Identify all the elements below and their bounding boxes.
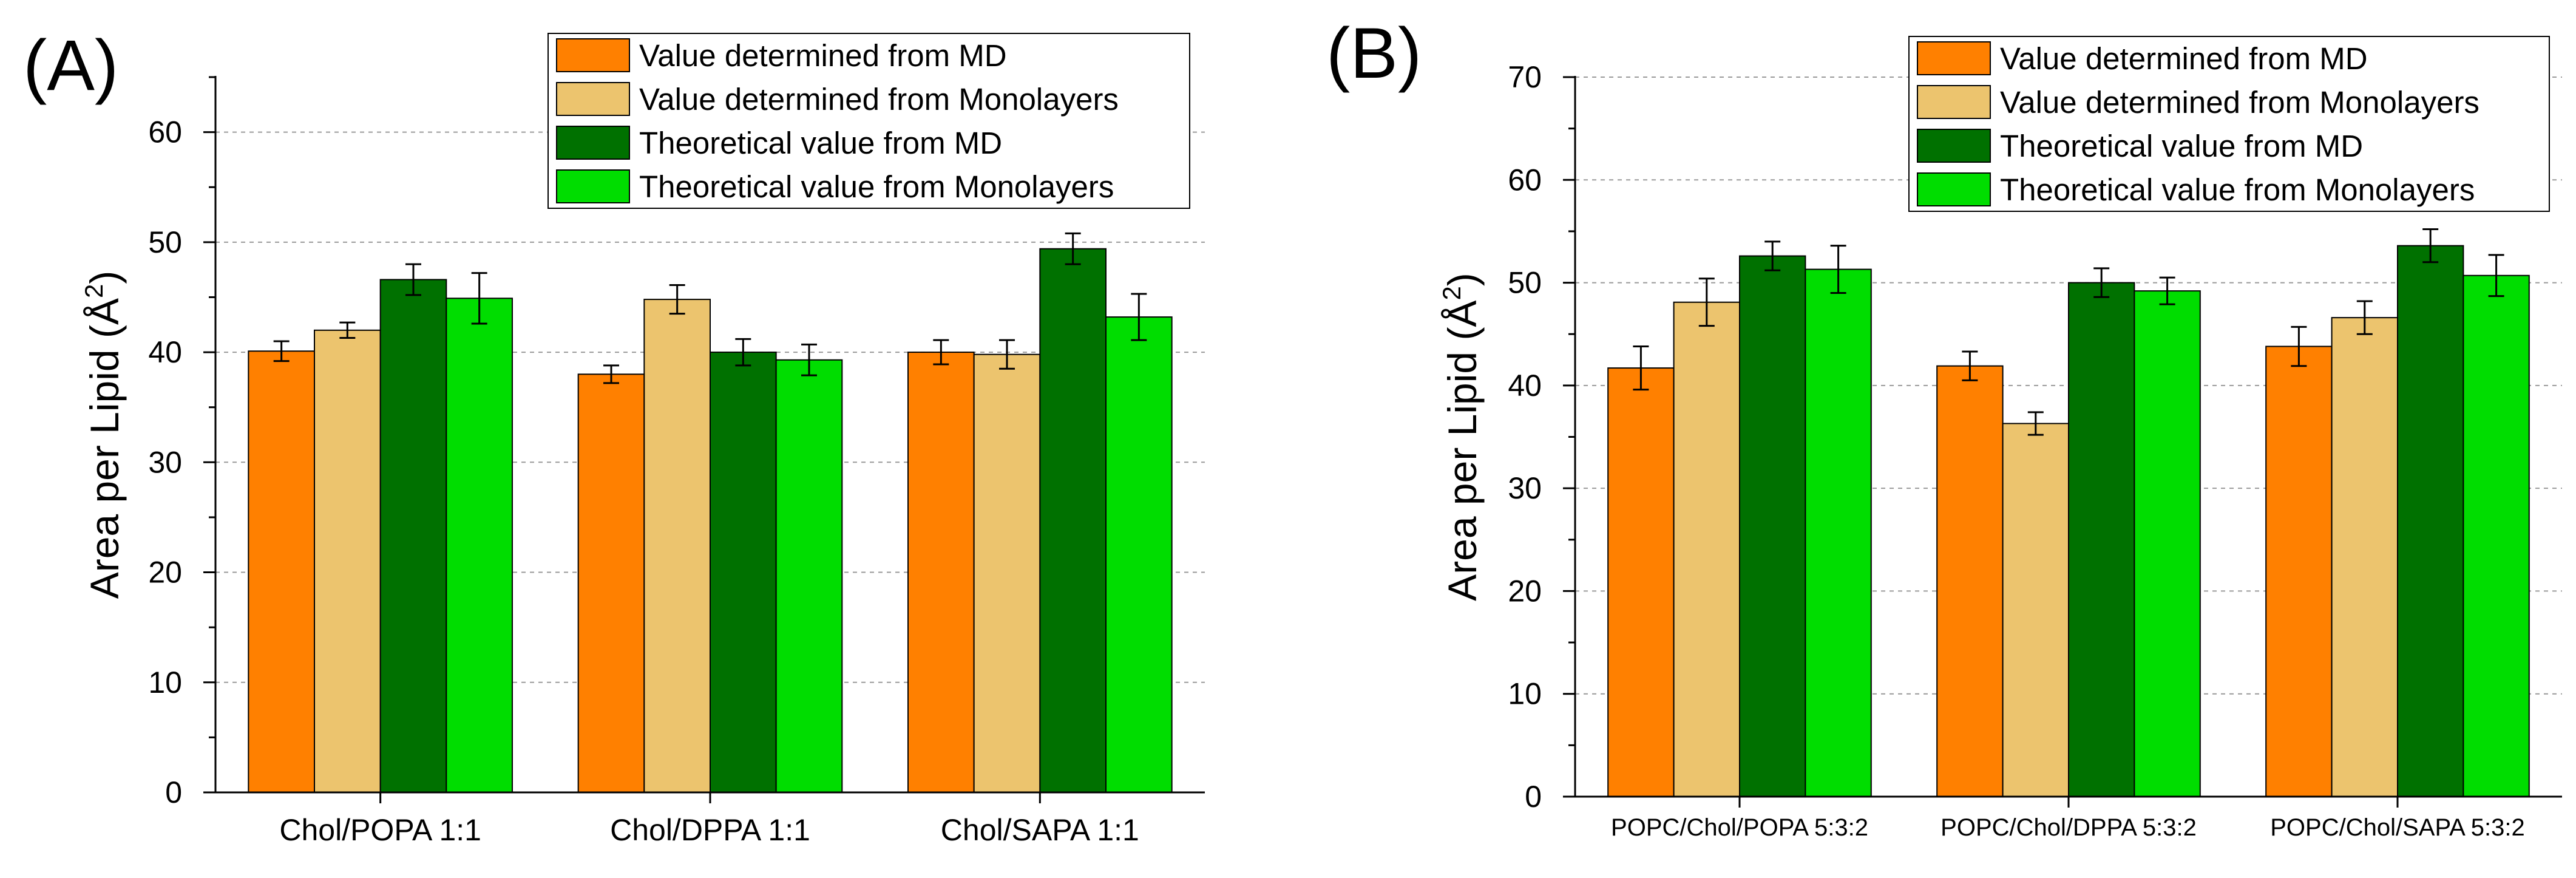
bar (2331, 317, 2399, 797)
bar (1607, 367, 1675, 797)
y-tick-label: 10 (148, 665, 182, 699)
x-tick-label: Chol/POPA 1:1 (279, 813, 481, 847)
bar (248, 350, 316, 793)
bar (2134, 290, 2201, 798)
chart-panel-b: (B) POPC/Chol/POPA 5:3:2 POPC/Chol/DPPA 5:… (1326, 13, 2562, 841)
bar (1936, 365, 2004, 797)
bar (314, 329, 381, 793)
y-axis-title-text: Area per Lipid (Å (1440, 301, 1485, 601)
bar (2397, 245, 2464, 797)
y-tick-label: 70 (1508, 60, 1542, 94)
y-tick-label: 60 (1508, 163, 1542, 197)
legend-swatch (556, 169, 630, 203)
bar (2462, 274, 2530, 797)
legend-swatch (556, 126, 630, 160)
y-axis-title: Area per Lipid (Å2) (1437, 273, 1485, 601)
legend-label: Value determined from MD (2000, 41, 2368, 76)
legend-label: Theoretical value from Monolayers (639, 169, 1114, 204)
y-axis-title-text: Area per Lipid (Å (82, 298, 127, 599)
legend-swatch (1917, 85, 1991, 119)
x-tick-label: POPC/Chol/DPPA 5:3:2 (1940, 814, 2197, 841)
legend-label: Theoretical value from MD (2000, 129, 2363, 163)
y-tick-label: 30 (1508, 471, 1542, 505)
y-tick-label: 20 (1508, 574, 1542, 608)
panel-label: (B) (1326, 13, 1422, 94)
x-tick-label: Chol/SAPA 1:1 (941, 813, 1139, 847)
legend-box (1908, 36, 2550, 212)
y-tick-label: 10 (1508, 677, 1542, 711)
bar (710, 352, 777, 793)
bar (2265, 345, 2333, 797)
legend-label: Theoretical value from MD (639, 126, 1002, 160)
bar (379, 279, 447, 794)
bar (643, 299, 711, 793)
legend-swatch (1917, 41, 1991, 75)
bar (775, 359, 843, 793)
legend-label: Value determined from MD (639, 38, 1007, 73)
y-axis-title-close: ) (82, 271, 127, 284)
y-axis-title-superscript: 2 (1437, 286, 1466, 300)
y-tick-label: 40 (148, 335, 182, 369)
bar (2002, 423, 2070, 797)
legend-swatch (556, 38, 630, 72)
y-tick-label: 50 (148, 225, 182, 259)
bar (1805, 268, 1872, 798)
y-tick-label: 20 (148, 556, 182, 590)
y-tick-label: 30 (148, 445, 182, 479)
y-tick-label: 0 (1525, 780, 1542, 814)
legend: Value determined from MD Value determined… (547, 33, 1190, 209)
legend-swatch (1917, 129, 1991, 163)
legend-label: Value determined from Monolayers (639, 82, 1119, 117)
legend-box (547, 33, 1190, 209)
bar (2068, 282, 2135, 798)
y-tick-label: 0 (165, 775, 182, 809)
bar (1105, 316, 1173, 793)
y-tick-label: 40 (1508, 369, 1542, 403)
y-axis-title-close: ) (1440, 273, 1485, 286)
x-tick-label: POPC/Chol/SAPA 5:3:2 (2270, 814, 2524, 841)
y-tick-label: 60 (148, 115, 182, 149)
bar (907, 352, 975, 793)
y-tick-label: 50 (1508, 266, 1542, 300)
legend-label: Value determined from Monolayers (2000, 85, 2479, 120)
x-tick-label: POPC/Chol/POPA 5:3:2 (1611, 814, 1868, 841)
bar (1673, 301, 1741, 797)
panel-label: (A) (23, 26, 118, 106)
bar (973, 353, 1041, 793)
bar (446, 298, 513, 793)
legend-label: Theoretical value from Monolayers (2000, 172, 2475, 207)
legend-swatch (1917, 172, 1991, 206)
bar (1739, 255, 1806, 797)
bar (1039, 248, 1107, 794)
y-axis-title-superscript: 2 (80, 284, 108, 298)
chart-panel-a: (A) Chol/POPA 1:1 Chol/DPPA 1:1 Chol/SAPA 1… (23, 26, 1205, 847)
legend-swatch (556, 82, 630, 116)
y-axis-title: Area per Lipid (Å2) (80, 271, 127, 599)
bar (577, 373, 645, 793)
legend: Value determined from MD Value determined… (1908, 36, 2550, 212)
x-tick-label: Chol/DPPA 1:1 (610, 813, 810, 847)
